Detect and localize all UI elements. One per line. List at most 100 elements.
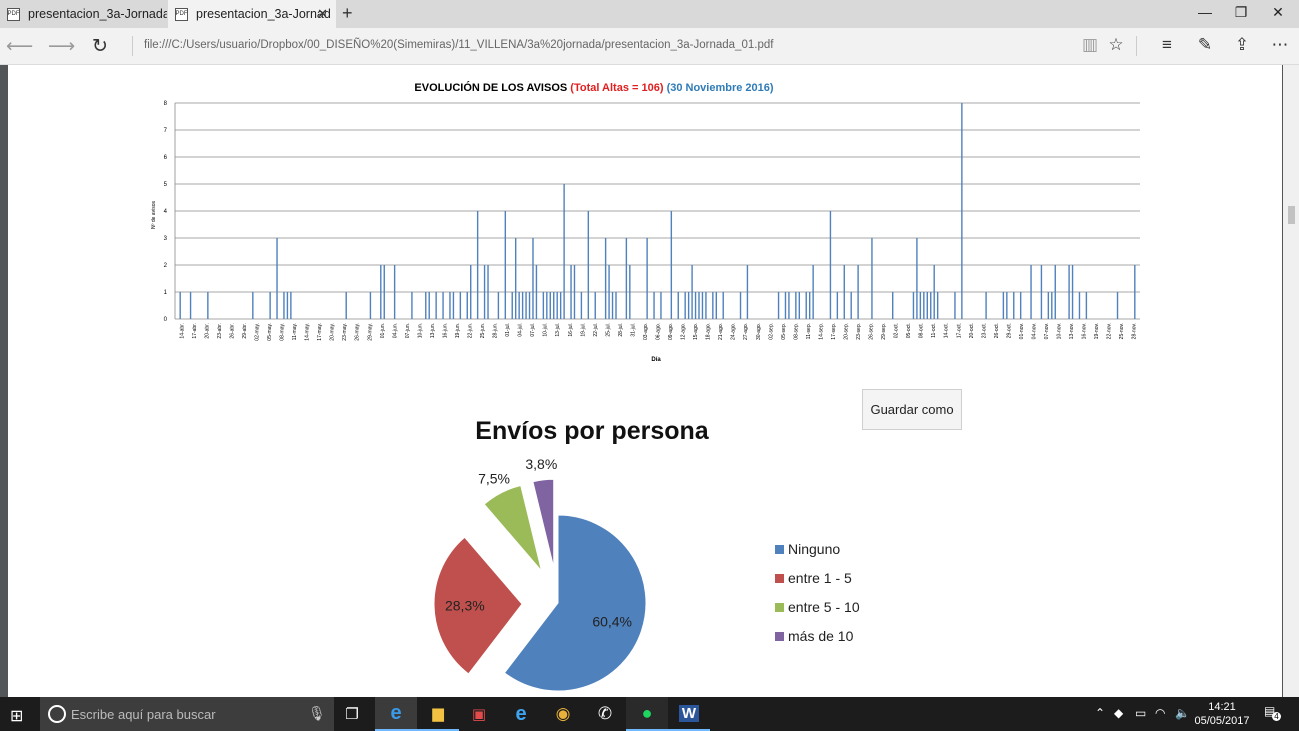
legend-swatch: [775, 574, 784, 583]
chart-bar: [345, 292, 347, 319]
scrollbar-thumb[interactable]: [1288, 206, 1295, 224]
chart-bar: [891, 292, 894, 319]
windows-start-icon[interactable]: ⊞: [10, 708, 24, 725]
file-explorer-icon[interactable]: ▆: [417, 697, 459, 731]
hub-icon[interactable]: ≡: [1162, 35, 1172, 54]
chart-bar: [687, 292, 690, 319]
chart-bar: [487, 265, 489, 319]
legend-swatch: [775, 603, 784, 612]
back-icon[interactable]: ⟵: [6, 36, 34, 57]
chart-bar: [283, 292, 285, 319]
pie-slice: [483, 484, 543, 572]
dropbox-icon[interactable]: ◆: [1114, 706, 1124, 720]
chart-bar: [504, 211, 507, 319]
x-tick-label: 08-sep.: [793, 323, 799, 340]
clock[interactable]: 14:21 05/05/2017: [1191, 700, 1253, 728]
x-tick-label: 10-jul.: [543, 323, 549, 337]
chart-bar: [1116, 292, 1119, 319]
x-tick-label: 25-jul.: [605, 323, 611, 337]
chart-gridlines: [174, 102, 1140, 320]
minimize-button[interactable]: —: [1198, 4, 1212, 20]
chart-bar: [470, 265, 472, 319]
chart-bar: [1013, 292, 1015, 319]
chart-bar: [1051, 292, 1053, 319]
whatsapp-icon[interactable]: ✆: [597, 704, 613, 723]
more-icon[interactable]: ⋯: [1271, 35, 1289, 54]
spotify-icon[interactable]: ●: [626, 697, 668, 731]
x-tick-label: 06-ago.: [656, 323, 662, 340]
chevron-up-icon[interactable]: ⌃: [1095, 706, 1106, 720]
battery-icon[interactable]: ▭: [1135, 706, 1147, 720]
search-box[interactable]: Escribe aquí para buscar 🎙: [40, 697, 334, 731]
notification-icon[interactable]: ▤ 4: [1264, 704, 1281, 721]
x-tick-label: 22-jul.: [593, 323, 599, 337]
wifi-icon[interactable]: ◠: [1155, 706, 1166, 720]
favorite-star-icon[interactable]: ☆: [1108, 35, 1124, 54]
chart-bar: [580, 292, 583, 319]
chrome-icon[interactable]: ◉: [555, 704, 571, 723]
media-app-icon[interactable]: ▣: [471, 706, 487, 723]
y-tick-label: 3: [164, 236, 168, 242]
chart-bar: [542, 292, 545, 319]
y-tick-label: 5: [164, 182, 168, 188]
x-tick-label: 13-jun.: [430, 323, 436, 338]
save-as-button[interactable]: Guardar como: [862, 389, 962, 430]
chart-bar: [179, 292, 181, 319]
x-tick-label: 07-nov.: [1044, 323, 1050, 339]
tab-pdf-2[interactable]: PDF presentacion_3a-Jornad ✕: [168, 0, 336, 28]
x-tick-label: 21-ago.: [718, 323, 724, 340]
volume-icon[interactable]: 🔈: [1175, 706, 1190, 720]
x-tick-label: 16-nov.: [1082, 323, 1088, 339]
x-tick-label: 15-ago.: [693, 323, 699, 340]
chart-bar: [452, 292, 455, 319]
web-note-icon[interactable]: ✎: [1197, 35, 1213, 54]
chart-bar: [829, 211, 832, 319]
close-window-button[interactable]: ✕: [1272, 4, 1284, 20]
refresh-icon[interactable]: ↻: [92, 36, 108, 57]
task-view-icon[interactable]: ❐: [345, 706, 359, 723]
chart-bar: [483, 265, 486, 319]
chart-bar: [546, 292, 548, 319]
chart-bar: [559, 292, 562, 319]
chart-bar: [207, 292, 209, 319]
x-tick-label: 05-may.: [267, 323, 273, 341]
new-tab-button[interactable]: +: [342, 3, 353, 23]
chart-bar: [871, 238, 873, 319]
x-tick-label: 12-ago.: [681, 323, 687, 340]
x-tick-label: 19-jul.: [580, 323, 586, 337]
tab-pdf-1[interactable]: PDF presentacion_3a-Jornada_0: [0, 0, 167, 28]
chart-bar: [812, 265, 814, 319]
word-icon[interactable]: W: [668, 697, 710, 731]
x-tick-label: 29-sep.: [881, 323, 887, 340]
x-tick-label: 25-jun.: [480, 323, 486, 338]
divider: [1136, 36, 1137, 56]
chart-bar: [684, 292, 686, 319]
tab-title: presentacion_3a-Jornad: [196, 7, 331, 21]
clock-time: 14:21: [1208, 701, 1236, 713]
x-tick-label: 10-jun.: [417, 323, 423, 338]
reading-view-icon[interactable]: ▥: [1081, 35, 1099, 54]
x-tick-label: 01-nov.: [1019, 323, 1025, 339]
tab-close-icon[interactable]: ✕: [317, 6, 328, 21]
pdf-page: EVOLUCIÓN DE LOS AVISOS (Total Altas = 1…: [8, 65, 1282, 697]
chart-bar: [466, 292, 468, 319]
chart-bar: [1054, 265, 1056, 319]
scrollbar[interactable]: [1283, 65, 1299, 697]
chart-bar: [570, 265, 572, 319]
x-tick-label: 24-ago.: [731, 323, 737, 340]
tab-title: presentacion_3a-Jornada_0: [28, 7, 167, 21]
x-tick-label: 19-nov.: [1094, 323, 1100, 339]
internet-explorer-icon[interactable]: e: [515, 702, 527, 725]
chart-bar: [189, 292, 192, 319]
microphone-icon[interactable]: 🎙: [308, 705, 326, 721]
chart-bar: [549, 292, 551, 319]
search-input[interactable]: Escribe aquí para buscar: [71, 707, 216, 722]
x-tick-label: 01-jun.: [380, 323, 386, 338]
forward-icon[interactable]: ⟶: [48, 36, 76, 57]
edge-icon[interactable]: e: [375, 697, 417, 731]
chart-bar: [722, 292, 724, 319]
share-icon[interactable]: ⇪: [1234, 35, 1250, 54]
y-tick-label: 7: [164, 128, 168, 134]
url-field[interactable]: file:///C:/Users/usuario/Dropbox/00_DISE…: [144, 39, 774, 51]
restore-button[interactable]: ❐: [1234, 4, 1248, 20]
